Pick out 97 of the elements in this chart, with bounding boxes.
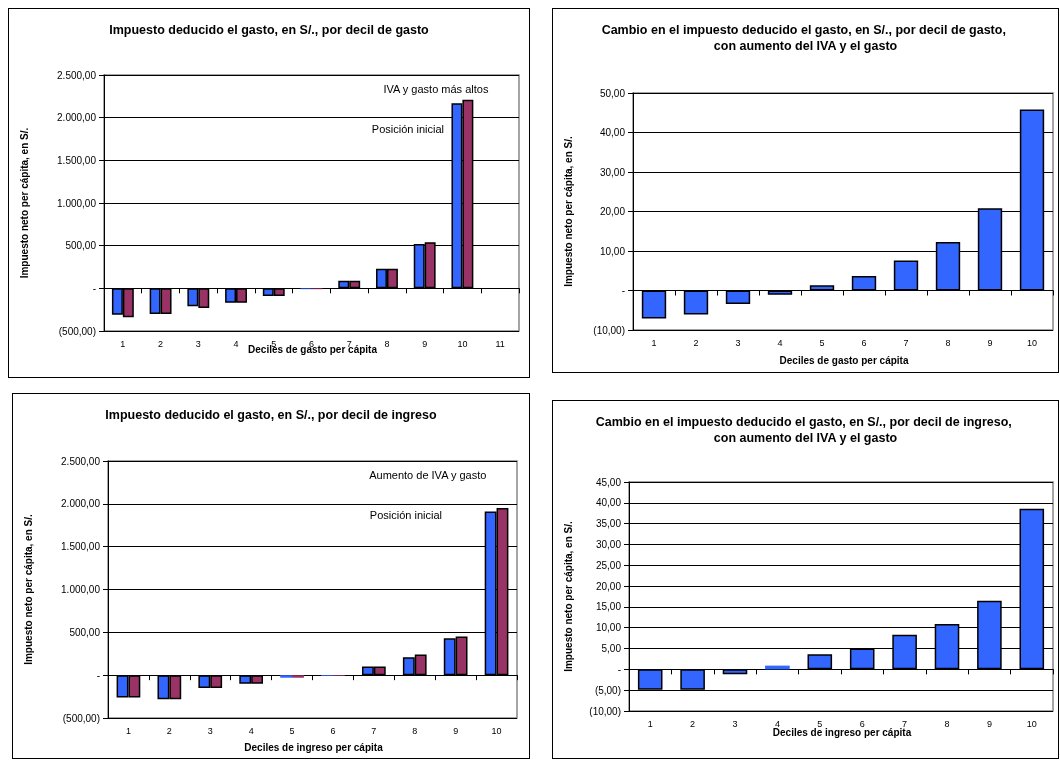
x-tick-label: 2 [158, 338, 164, 349]
chart-title: Cambio en el impuesto deducido el gasto, en S/., por decil de ingreso, con aumento del IVA y el gasto [595, 415, 1016, 445]
x-tick-label: 10 [1026, 337, 1038, 348]
x-tick-label: 10 [491, 725, 502, 736]
y-tick-label: 15,00 [595, 601, 622, 613]
y-tick-label: - [96, 669, 100, 681]
y-tick-label: 1.000,00 [61, 584, 101, 595]
x-tick-label: 5 [819, 337, 825, 348]
y-tick-label: 10,00 [599, 245, 626, 257]
x-tick-label: 8 [384, 338, 390, 349]
x-tick-label: 9 [422, 338, 428, 349]
x-axis-title: Deciles de ingreso per cápita [244, 741, 384, 753]
bar [851, 275, 877, 291]
x-tick-label: 1 [120, 338, 126, 349]
bar [722, 669, 748, 675]
y-tick-label: 35,00 [595, 518, 622, 530]
x-tick-label: 10 [457, 338, 468, 349]
bar [893, 260, 919, 291]
x-axis-title: Deciles de ingreso per cápita [772, 726, 912, 738]
y-tick-label: 45,00 [595, 476, 622, 488]
x-tick-label: 2 [166, 725, 172, 736]
y-tick-label: 30,00 [599, 166, 626, 178]
bar [725, 290, 751, 304]
x-tick-label: 7 [902, 718, 908, 729]
y-tick-label: 20,00 [599, 206, 626, 217]
chart-title: Impuesto deducido el gasto, en S/., por decil de ingreso [105, 408, 438, 422]
x-tick-label: 4 [774, 718, 780, 729]
y-tick-label: 1.000,00 [57, 197, 97, 209]
x-axis-title: Deciles de gasto per cápita [779, 354, 909, 366]
bar [641, 290, 667, 319]
bar [292, 675, 304, 678]
x-tick-label: 4 [233, 338, 239, 349]
y-axis-title: Impuesto neto per cápita, en S/. [22, 513, 34, 665]
x-tick-label: 8 [945, 337, 951, 348]
y-tick-label: - [621, 285, 625, 296]
x-tick-label: 3 [732, 718, 738, 729]
x-tick-label: 2 [693, 337, 699, 348]
y-tick-label: 50,00 [599, 87, 626, 99]
annotation: Aumento de IVA y gasto [369, 468, 487, 481]
y-axis-title: Impuesto neto per cápita, en S/. [562, 520, 574, 672]
x-tick-label: 1 [647, 718, 653, 729]
chart-title: Cambio en el impuesto deducido el gasto, en S/., por decil de gasto, con aumento del IVA y el gasto [601, 23, 1010, 53]
x-tick-label: 7 [903, 337, 909, 348]
x-tick-label: 4 [777, 337, 783, 348]
x-tick-label: 7 [371, 725, 377, 736]
x-tick-label: 9 [453, 725, 459, 736]
y-tick-label: - [617, 663, 621, 675]
y-tick-label: 5,00 [601, 643, 622, 655]
y-tick-label: 40,00 [599, 127, 626, 138]
x-tick-label: 8 [944, 718, 950, 729]
y-tick-label: 2.500,00 [57, 69, 97, 81]
y-tick-label: - [92, 282, 96, 294]
y-tick-label: 500,00 [69, 626, 101, 638]
y-axis-title: Impuesto neto per cápita, en S/. [18, 127, 30, 279]
annotation: IVA y gasto más altos [383, 82, 489, 95]
x-tick-label: 4 [248, 725, 254, 736]
x-tick-label: 3 [207, 725, 213, 736]
annotation: Posición inicial [371, 122, 445, 135]
y-tick-label: 2.500,00 [61, 455, 101, 467]
y-tick-label: 30,00 [595, 538, 622, 550]
y-axis-title: Impuesto neto per cápita, en S/. [562, 135, 574, 287]
x-tick-label: 2 [690, 718, 696, 729]
x-tick-label: 6 [859, 718, 865, 729]
y-tick-label: (500,00) [62, 712, 100, 724]
y-tick-label: 2.000,00 [61, 498, 101, 510]
x-tick-label: 3 [735, 337, 741, 348]
x-tick-label: 11 [495, 338, 505, 349]
bar [767, 290, 793, 295]
bar [280, 675, 293, 678]
y-tick-label: 20,00 [595, 580, 622, 592]
y-tick-label: 1.500,00 [57, 154, 97, 166]
annotation: Posición inicial [369, 508, 443, 521]
x-tick-label: 1 [125, 725, 131, 736]
x-tick-label: 3 [195, 338, 201, 349]
x-tick-label: 9 [986, 718, 992, 729]
y-tick-label: 1.500,00 [61, 541, 101, 553]
x-tick-label: 6 [330, 725, 336, 736]
bar [807, 654, 833, 670]
x-tick-label: 5 [289, 725, 295, 736]
x-tick-label: 8 [412, 725, 418, 736]
x-tick-label: 6 [861, 337, 867, 348]
x-tick-label: 5 [817, 718, 823, 729]
bar [683, 290, 709, 315]
y-tick-label: (10,00) [589, 705, 621, 717]
y-tick-label: 25,00 [595, 559, 622, 571]
y-tick-label: (500,00) [58, 325, 96, 337]
x-tick-label: 1 [651, 337, 657, 348]
bar [809, 285, 835, 291]
y-tick-label: 500,00 [65, 240, 97, 252]
y-tick-label: 2.000,00 [57, 112, 97, 124]
y-tick-label: 40,00 [595, 497, 622, 509]
x-tick-label: 9 [987, 337, 993, 348]
y-tick-label: 10,00 [595, 622, 622, 634]
chart-title: Impuesto deducido el gasto, en S/., por decil de gasto [109, 23, 430, 37]
y-tick-label: (5,00) [594, 684, 621, 696]
y-tick-label: (10,00) [593, 324, 625, 336]
x-tick-label: 10 [1026, 718, 1037, 729]
